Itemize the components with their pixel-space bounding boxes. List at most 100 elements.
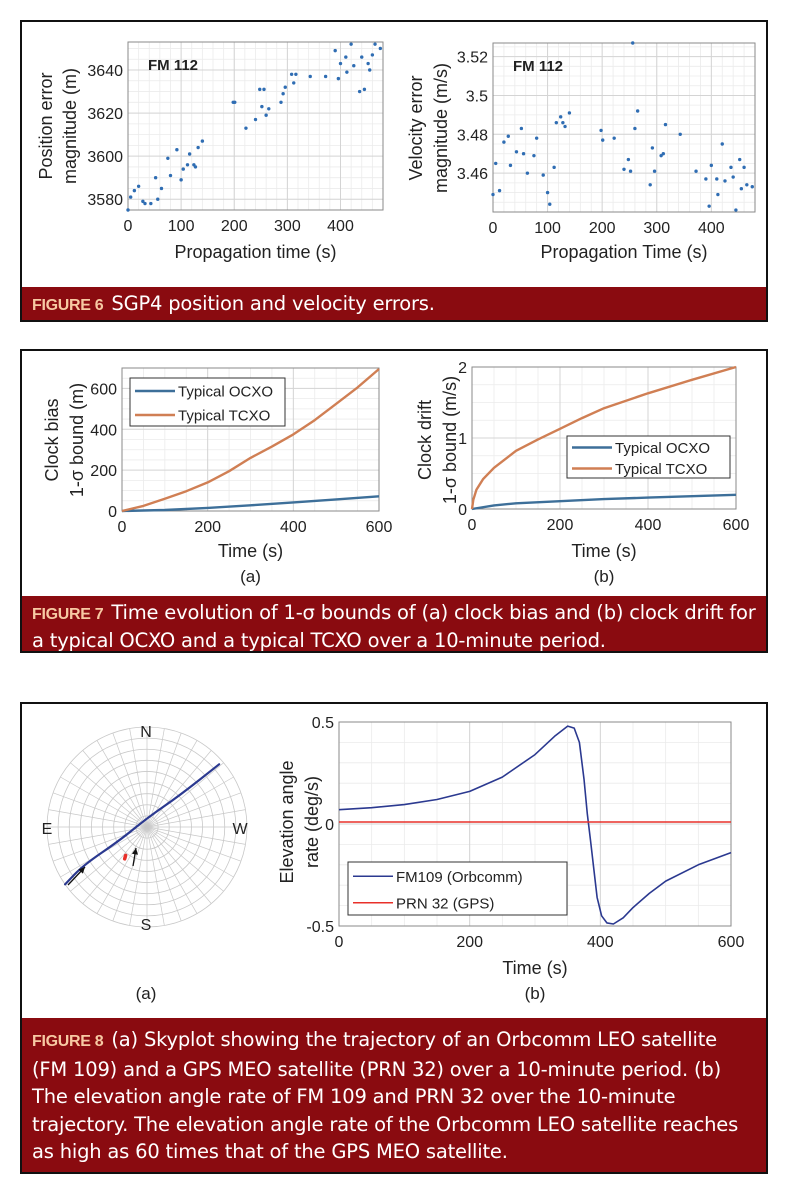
data-point	[289, 72, 294, 77]
y-tick-label: 3580	[87, 192, 123, 209]
plot-annotation: FM 112	[513, 58, 563, 75]
data-point	[715, 177, 719, 181]
azimuth-spoke	[96, 826, 148, 914]
data-point	[260, 104, 264, 109]
azimuth-spoke	[146, 826, 242, 862]
legend-box	[347, 861, 568, 916]
x-tick-label: 600	[718, 934, 745, 951]
azimuth-spoke	[96, 740, 148, 828]
data-point	[663, 122, 668, 127]
figure-8-caption: FIGURE 8 (a) Skyplot showing the trajecto…	[22, 1018, 766, 1172]
data-point	[378, 46, 383, 51]
data-point	[514, 150, 519, 154]
y-axis-title: rate (deg/s)	[302, 776, 322, 868]
legend-label: Typical OCXO	[178, 384, 273, 401]
azimuth-spoke	[146, 826, 165, 926]
series-line-0	[121, 495, 380, 513]
legend-label: Typical OCXO	[615, 440, 710, 457]
azimuth-spoke	[146, 826, 246, 845]
azimuth-spoke	[146, 826, 234, 878]
series-line-0	[471, 493, 737, 511]
data-point	[132, 188, 137, 193]
azimuth-spoke	[146, 732, 182, 828]
data-point	[153, 175, 158, 180]
data-point	[283, 85, 287, 89]
data-point	[720, 142, 724, 146]
y-tick-label: 400	[90, 422, 117, 439]
data-point	[200, 139, 205, 143]
x-tick-label: 100	[168, 218, 195, 235]
data-point	[622, 167, 626, 171]
y-tick-label: 2	[458, 360, 467, 377]
data-point	[233, 100, 237, 105]
azimuth-spoke	[48, 809, 148, 828]
data-point	[156, 197, 160, 201]
data-point	[635, 109, 640, 113]
legend: Typical OCXO Typical TCXO	[566, 435, 731, 479]
legend-label: PRN 32 (GPS)	[396, 895, 494, 912]
data-point	[143, 201, 147, 206]
axes-box	[338, 721, 732, 927]
x-tick-label: 200	[221, 218, 248, 235]
azimuth-spoke	[146, 792, 242, 828]
data-point	[750, 185, 754, 189]
x-axis-title: Time (s)	[571, 541, 636, 561]
data-point	[373, 42, 377, 46]
y-tick-label: 3.52	[457, 50, 488, 67]
azimuth-spoke	[82, 826, 148, 904]
data-point	[552, 165, 556, 170]
legend: FM109 (Orbcomm) PRN 32 (GPS)	[347, 861, 568, 916]
data-point	[659, 153, 663, 158]
data-point	[253, 117, 258, 122]
data-point	[345, 70, 349, 74]
x-tick-label: 300	[643, 220, 670, 237]
azimuth-spoke	[70, 762, 148, 828]
y-tick-label: 200	[90, 463, 117, 480]
panel-label: (a)	[240, 567, 261, 586]
data-point	[149, 201, 153, 206]
compass-label-west: W	[232, 821, 248, 838]
x-tick-label: 300	[274, 218, 301, 235]
y-tick-label: 3.5	[466, 88, 488, 105]
axes-box	[492, 42, 756, 213]
data-point	[126, 208, 130, 212]
x-tick-label: 0	[335, 934, 344, 951]
figure-7-caption-text: Time evolution of 1-σ bounds of (a) cloc…	[32, 601, 756, 652]
data-point	[279, 100, 283, 105]
azimuth-spoke	[129, 826, 148, 926]
x-tick-label: 0	[118, 519, 127, 536]
skyplot: N S E W (a)	[42, 724, 249, 1003]
data-point	[349, 42, 353, 46]
azimuth-spoke	[82, 750, 148, 828]
data-point	[166, 156, 170, 161]
data-point	[633, 126, 637, 131]
figure-7-caption: FIGURE 7 Time evolution of 1-σ bounds of …	[22, 596, 766, 652]
data-point	[294, 72, 298, 77]
x-tick-label: 400	[635, 517, 662, 534]
azimuth-spoke	[48, 826, 148, 845]
data-point	[491, 192, 495, 197]
data-point	[368, 68, 372, 72]
x-axis-title: Time (s)	[502, 958, 567, 978]
y-tick-label: -0.5	[306, 919, 334, 936]
data-point	[308, 74, 312, 79]
panel-label: (b)	[525, 984, 546, 1003]
data-point	[179, 178, 183, 182]
data-point	[723, 179, 727, 183]
azimuth-spoke	[60, 776, 148, 828]
data-point	[506, 134, 510, 138]
azimuth-spoke	[146, 826, 198, 914]
y-axis-title: Velocity error	[406, 75, 426, 180]
data-point	[631, 41, 635, 45]
data-point	[599, 128, 603, 133]
azimuth-spoke	[129, 728, 148, 828]
y-tick-label: 3640	[87, 63, 123, 80]
data-point	[267, 107, 271, 111]
panel-label: (a)	[136, 984, 157, 1003]
azimuth-spoke	[146, 762, 224, 828]
series-line-0	[338, 725, 732, 925]
y-axis-title: magnitude (m)	[60, 68, 80, 184]
data-point	[362, 87, 367, 92]
